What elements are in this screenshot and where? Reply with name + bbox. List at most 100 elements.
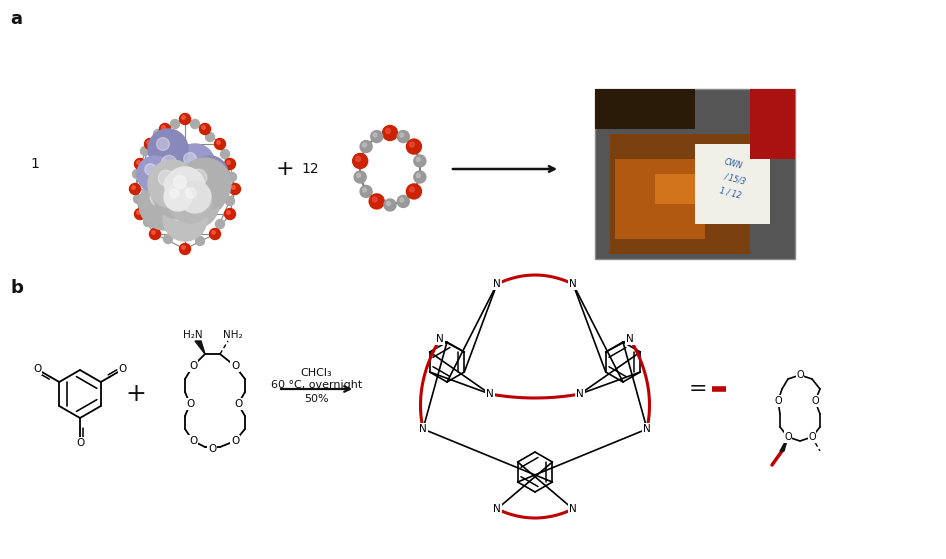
FancyBboxPatch shape xyxy=(655,174,695,204)
Circle shape xyxy=(130,183,141,195)
Text: 12: 12 xyxy=(301,162,319,176)
Circle shape xyxy=(362,188,367,192)
Circle shape xyxy=(374,133,377,137)
Circle shape xyxy=(354,171,366,183)
Text: 50%: 50% xyxy=(305,394,329,404)
Circle shape xyxy=(182,246,185,249)
Text: 60 °C, overnight: 60 °C, overnight xyxy=(271,380,362,390)
Circle shape xyxy=(224,159,236,169)
Text: N: N xyxy=(419,424,427,434)
Circle shape xyxy=(164,234,172,244)
Text: N: N xyxy=(436,334,444,344)
Circle shape xyxy=(184,153,197,165)
Circle shape xyxy=(400,133,404,137)
Circle shape xyxy=(179,181,211,213)
Circle shape xyxy=(171,180,219,228)
Circle shape xyxy=(144,217,152,226)
Text: O: O xyxy=(189,436,197,446)
Text: O: O xyxy=(234,399,242,409)
Circle shape xyxy=(230,183,240,195)
Circle shape xyxy=(137,211,140,214)
Circle shape xyxy=(360,140,372,153)
Circle shape xyxy=(407,184,421,199)
Circle shape xyxy=(217,141,220,144)
Text: O: O xyxy=(808,432,815,442)
Circle shape xyxy=(175,144,215,184)
FancyBboxPatch shape xyxy=(610,134,750,254)
Text: N: N xyxy=(576,389,584,399)
Circle shape xyxy=(224,209,236,220)
Circle shape xyxy=(180,113,190,125)
Circle shape xyxy=(170,189,179,198)
Text: 1 / 12: 1 / 12 xyxy=(718,186,742,200)
Text: N: N xyxy=(486,389,494,399)
FancyBboxPatch shape xyxy=(750,89,795,159)
Circle shape xyxy=(162,155,177,170)
Text: N: N xyxy=(569,504,577,514)
Circle shape xyxy=(184,173,201,191)
Circle shape xyxy=(192,156,228,192)
Circle shape xyxy=(165,167,205,207)
Circle shape xyxy=(153,130,163,139)
Circle shape xyxy=(212,231,216,234)
Text: O: O xyxy=(811,396,819,406)
FancyBboxPatch shape xyxy=(615,159,705,239)
Circle shape xyxy=(141,146,149,155)
Circle shape xyxy=(397,196,410,207)
Text: +: + xyxy=(126,382,147,406)
Circle shape xyxy=(362,143,367,147)
Circle shape xyxy=(357,173,360,178)
Text: O: O xyxy=(185,399,194,409)
Circle shape xyxy=(356,157,360,162)
Circle shape xyxy=(232,186,236,190)
Text: N: N xyxy=(493,504,500,514)
Circle shape xyxy=(416,158,420,162)
Text: O: O xyxy=(76,438,84,448)
Text: +: + xyxy=(275,159,294,179)
Text: 1: 1 xyxy=(30,157,40,171)
Circle shape xyxy=(360,186,372,197)
Circle shape xyxy=(164,183,192,211)
Circle shape xyxy=(201,126,205,129)
Circle shape xyxy=(149,229,161,239)
Text: O: O xyxy=(33,364,42,375)
Circle shape xyxy=(134,209,146,220)
Circle shape xyxy=(132,169,142,178)
Circle shape xyxy=(160,124,170,135)
Circle shape xyxy=(190,169,207,186)
Circle shape xyxy=(164,175,182,193)
Text: O: O xyxy=(231,436,239,446)
Circle shape xyxy=(227,160,230,164)
Circle shape xyxy=(216,220,224,229)
Circle shape xyxy=(227,173,236,182)
FancyBboxPatch shape xyxy=(595,89,795,259)
Circle shape xyxy=(227,211,230,214)
Text: N: N xyxy=(643,424,651,434)
Circle shape xyxy=(148,129,188,169)
Circle shape xyxy=(205,132,215,141)
Circle shape xyxy=(220,149,230,159)
Circle shape xyxy=(407,139,421,154)
Circle shape xyxy=(413,155,426,167)
Circle shape xyxy=(150,189,166,206)
Circle shape xyxy=(145,149,205,209)
Text: H₂N: H₂N xyxy=(184,330,202,340)
Text: / 15/3: / 15/3 xyxy=(723,172,747,186)
Circle shape xyxy=(413,171,426,183)
Circle shape xyxy=(209,229,220,239)
Circle shape xyxy=(151,231,155,234)
Circle shape xyxy=(386,129,391,134)
Circle shape xyxy=(157,138,169,150)
Circle shape xyxy=(215,139,225,149)
Circle shape xyxy=(147,141,150,144)
Circle shape xyxy=(200,124,211,135)
Text: N: N xyxy=(569,279,577,289)
Text: NH₂: NH₂ xyxy=(223,330,243,340)
Circle shape xyxy=(196,236,204,245)
Circle shape xyxy=(185,188,196,198)
Circle shape xyxy=(170,120,180,129)
Circle shape xyxy=(179,158,231,210)
Polygon shape xyxy=(195,341,205,354)
Circle shape xyxy=(133,195,143,203)
Text: N: N xyxy=(626,334,634,344)
